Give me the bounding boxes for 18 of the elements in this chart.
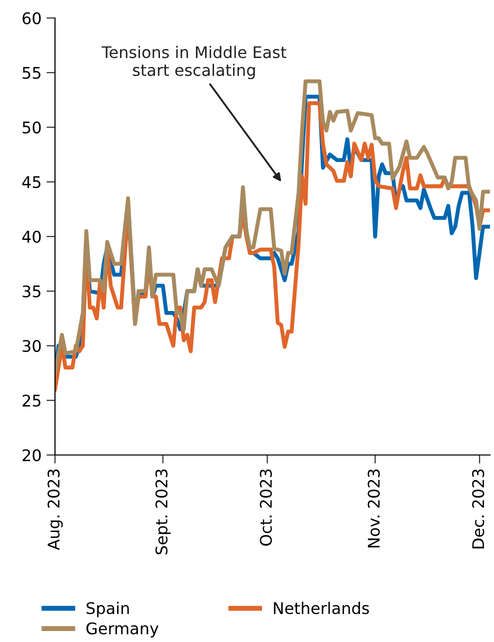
y-tick-label: 20 — [22, 449, 41, 462]
y-tick-label: 25 — [22, 394, 40, 407]
y-tick-label: 30 — [22, 340, 41, 352]
x-tick-label: Sept. 2023 — [155, 469, 171, 554]
y-tick-label: 35 — [22, 285, 40, 298]
y-tick-label: 50 — [22, 121, 41, 134]
y-tick-label: 55 — [22, 67, 40, 79]
x-tick-label: Nov. 2023 — [368, 469, 380, 548]
y-tick-label: 45 — [22, 176, 40, 188]
y-tick-label: 60 — [22, 12, 41, 24]
x-tick-label: Oct. 2023 — [260, 469, 272, 546]
x-tick-label: Aug. 2023 — [48, 469, 63, 550]
annotation: Tensions in Middle East start escalating — [102, 46, 286, 80]
legend-label: Spain — [86, 602, 129, 618]
x-tick-label: Dec. 2023 — [472, 469, 484, 548]
y-tick-label: 40 — [22, 230, 41, 243]
legend-label: Netherlands — [274, 602, 369, 614]
legend-label: Germany — [86, 622, 158, 638]
